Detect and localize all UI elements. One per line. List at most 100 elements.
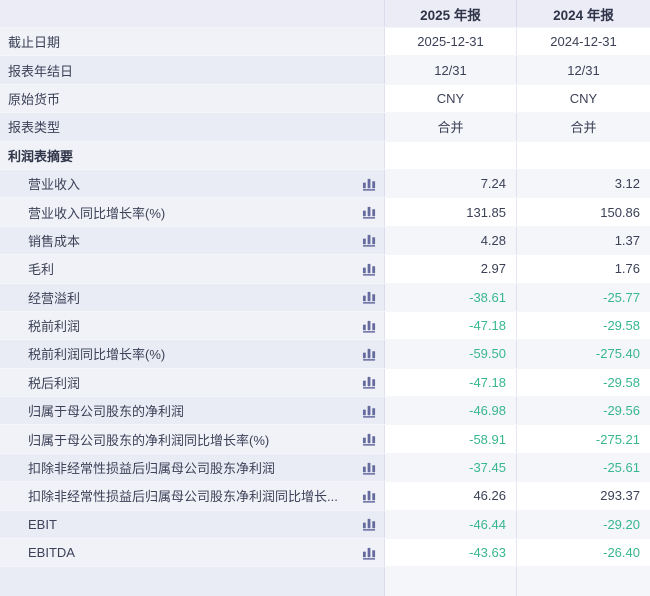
value-cell-2025: 12/31 xyxy=(385,56,517,84)
value-cell-2024: -275.21 xyxy=(517,425,650,453)
value-cell-2024: -29.58 xyxy=(517,368,650,397)
table-row: 税前利润同比增长率(%) -59.50 -275.40 xyxy=(0,340,650,369)
row-label: 归属于母公司股东的净利润 xyxy=(28,404,185,420)
row-label: EBIT xyxy=(28,516,57,532)
value-cell-2025: 2025-12-31 xyxy=(385,28,517,56)
bar-chart-icon[interactable] xyxy=(362,546,377,560)
table-row: 税前利润 -47.18 -29.58 xyxy=(0,311,650,341)
row-label: 毛利 xyxy=(28,262,55,278)
row-label: 截止日期 xyxy=(8,35,61,51)
row-label: 税前利润同比增长率(%) xyxy=(28,347,166,363)
table-row: 原始货币 CNY CNY xyxy=(0,84,650,114)
bar-chart-icon[interactable] xyxy=(362,319,377,333)
value-cell-2024 xyxy=(517,141,650,169)
bar-chart-icon[interactable] xyxy=(362,205,377,219)
value-cell-2025: CNY xyxy=(385,84,517,113)
table-row: 营业收入 7.24 3.12 xyxy=(0,169,650,199)
row-label-cell: 利润表摘要 xyxy=(0,141,385,169)
row-label-cell: EBIT xyxy=(0,510,385,539)
row-label: 归属于母公司股东的净利润同比增长率(%) xyxy=(28,432,270,448)
value-cell-2025 xyxy=(385,141,517,169)
value-cell-2024: 合并 xyxy=(517,113,650,141)
value-cell-2025: -46.44 xyxy=(385,510,517,539)
table-row: 归属于母公司股东的净利润 -46.98 -29.56 xyxy=(0,397,650,426)
value-cell-2025: -58.91 xyxy=(385,425,517,453)
bar-chart-icon[interactable] xyxy=(362,262,377,276)
header-period-2025: 2025 年报 xyxy=(385,0,517,27)
row-label: 原始货币 xyxy=(8,91,61,107)
value-cell-2024: 150.86 xyxy=(517,198,650,226)
row-label-cell: 毛利 xyxy=(0,255,385,283)
value-cell-2024: 3.12 xyxy=(517,169,650,198)
row-label: 扣除非经常性损益后归属母公司股东净利润 xyxy=(28,461,276,477)
partial-next-row xyxy=(0,567,650,596)
row-label: 营业收入 xyxy=(28,177,81,193)
row-label-cell: 营业收入 xyxy=(0,169,385,198)
value-cell-2024: 2024-12-31 xyxy=(517,28,650,56)
value-cell-2024: -25.61 xyxy=(517,453,650,482)
value-cell-2024: -29.20 xyxy=(517,510,650,539)
table-row: 利润表摘要 xyxy=(0,141,650,170)
table-row: 扣除非经常性损益后归属母公司股东净利润 -37.45 -25.61 xyxy=(0,453,650,483)
value-cell-2024: -26.40 xyxy=(517,539,650,567)
row-label-cell: 税前利润同比增长率(%) xyxy=(0,340,385,368)
row-label: 营业收入同比增长率(%) xyxy=(28,205,166,221)
row-label-cell: 营业收入同比增长率(%) xyxy=(0,198,385,226)
value-cell-2025: -59.50 xyxy=(385,340,517,368)
bar-chart-icon[interactable] xyxy=(362,404,377,418)
header-label-cell xyxy=(0,0,385,27)
bar-chart-icon[interactable] xyxy=(362,177,377,191)
row-label-cell: 报表类型 xyxy=(0,113,385,141)
value-cell-2024: 12/31 xyxy=(517,56,650,84)
row-label-cell: EBITDA xyxy=(0,539,385,567)
bar-chart-icon[interactable] xyxy=(362,347,377,361)
value-cell-2024: 1.76 xyxy=(517,255,650,283)
table-row: EBITDA -43.63 -26.40 xyxy=(0,539,650,568)
value-cell-2025: 131.85 xyxy=(385,198,517,226)
table-row: 截止日期 2025-12-31 2024-12-31 xyxy=(0,28,650,57)
row-label: 经营溢利 xyxy=(28,290,81,306)
value-cell-2025: 合并 xyxy=(385,113,517,141)
table-row: 经营溢利 -38.61 -25.77 xyxy=(0,283,650,312)
row-label: 销售成本 xyxy=(28,233,81,249)
bar-chart-icon[interactable] xyxy=(362,375,377,390)
table-row: 营业收入同比增长率(%) 131.85 150.86 xyxy=(0,198,650,227)
table-row: 归属于母公司股东的净利润同比增长率(%) -58.91 -275.21 xyxy=(0,425,650,454)
value-cell-2024: -25.77 xyxy=(517,283,650,311)
row-label-cell: 报表年结日 xyxy=(0,56,385,84)
bar-chart-icon[interactable] xyxy=(362,461,377,475)
table-row: EBIT -46.44 -29.20 xyxy=(0,510,650,540)
bar-chart-icon[interactable] xyxy=(362,290,377,304)
table-row: 毛利 2.97 1.76 xyxy=(0,255,650,284)
value-cell-2025: -47.18 xyxy=(385,311,517,340)
value-cell-2025: 2.97 xyxy=(385,255,517,283)
bar-chart-icon[interactable] xyxy=(362,432,377,446)
row-label-cell: 经营溢利 xyxy=(0,283,385,311)
bar-chart-icon[interactable] xyxy=(362,489,377,503)
table-row: 扣除非经常性损益后归属母公司股东净利润同比增长... 46.26 293.37 xyxy=(0,482,650,511)
row-label-cell: 截止日期 xyxy=(0,28,385,56)
table-row: 报表年结日 12/31 12/31 xyxy=(0,56,650,85)
table-row: 报表类型 合并 合并 xyxy=(0,113,650,142)
row-label-cell: 税前利润 xyxy=(0,311,385,340)
bar-chart-icon[interactable] xyxy=(362,233,377,248)
row-label-cell: 归属于母公司股东的净利润同比增长率(%) xyxy=(0,425,385,453)
bar-chart-icon[interactable] xyxy=(362,517,377,531)
row-label-cell: 扣除非经常性损益后归属母公司股东净利润同比增长... xyxy=(0,482,385,510)
value-cell-2025: -38.61 xyxy=(385,283,517,311)
row-label-cell: 归属于母公司股东的净利润 xyxy=(0,397,385,425)
value-cell-2025: 4.28 xyxy=(385,226,517,255)
value-cell-2024: -29.56 xyxy=(517,397,650,425)
row-label-cell: 扣除非经常性损益后归属母公司股东净利润 xyxy=(0,453,385,482)
value-cell-2025: -43.63 xyxy=(385,539,517,567)
row-label-cell: 原始货币 xyxy=(0,84,385,113)
value-cell-2025: 7.24 xyxy=(385,169,517,198)
row-label: 税前利润 xyxy=(28,319,81,335)
row-label-cell: 销售成本 xyxy=(0,226,385,255)
table-row: 税后利润 -47.18 -29.58 xyxy=(0,368,650,398)
value-cell-2024: -29.58 xyxy=(517,311,650,340)
value-cell-2025: -46.98 xyxy=(385,397,517,425)
value-cell-2024: 293.37 xyxy=(517,482,650,510)
value-cell-2024: 1.37 xyxy=(517,226,650,255)
